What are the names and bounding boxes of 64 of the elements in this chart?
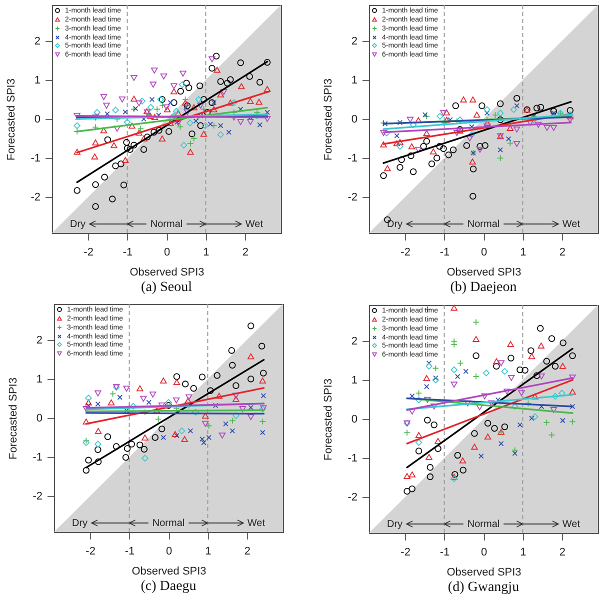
annotation: Wet [247,518,266,529]
y-tick-label: 2 [351,35,358,48]
annotation: Wet [562,219,580,230]
y-axis-title: Forecasted SPI3 [322,378,335,460]
y-tick-label: -2 [30,192,40,204]
y-tick-label: 0 [351,414,358,426]
y-tick-label: 1 [351,74,358,86]
x-tick-label: -1 [122,246,133,258]
y-tick-label: -2 [32,490,42,503]
y-tick-label: 1 [36,373,42,386]
y-tick-label: 0 [351,114,358,126]
x-tick-label: 0 [480,246,488,258]
y-tick-label: -1 [32,452,42,464]
x-tick-label: 0 [480,546,488,558]
y-axis-title: Forecasted SPI3 [322,78,335,160]
x-tick-label: 1 [203,246,210,258]
text: (d) Gwangju [448,580,520,595]
annotation: Dry [386,219,403,230]
y-tick-label: 2 [351,335,358,348]
x-tick-label: 1 [520,546,526,558]
y-tick-label: 2 [36,334,42,346]
y-tick-label: 1 [351,374,358,386]
annotation: Normal [150,219,183,230]
x-tick-label: 2 [559,546,566,558]
y-tick-label: 1 [34,74,40,86]
y-tick-label: -2 [348,492,358,504]
x-tick-label: -1 [124,546,135,558]
x-tick-label: -1 [440,546,450,558]
annotation: Dry [386,519,403,530]
x-tick-label: 0 [166,546,172,558]
x-tick-label: 0 [164,246,170,258]
annotation: Wet [245,219,264,230]
text: (a) Seoul [141,280,192,295]
x-tick-label: 1 [520,246,526,258]
y-tick-label: -1 [348,452,358,465]
x-tick-label: -2 [400,246,410,258]
y-axis-title: Forecasted SPI3 [8,378,20,460]
x-tick-label: -2 [84,246,94,258]
x-axis-title: Observed SPI3 [446,566,522,578]
annotation: Normal [467,219,500,230]
x-tick-label: 1 [205,546,212,558]
x-axis-title: Observed SPI3 [130,266,204,278]
y-tick-label: 0 [36,412,42,424]
x-axis-title: Observed SPI3 [446,266,522,278]
y-tick-label: -1 [30,152,40,165]
x-tick-label: 2 [559,246,566,258]
y-tick-label: 2 [34,35,40,48]
y-tick-label: -2 [348,192,358,204]
y-axis-title: Forecasted SPI3 [6,78,18,160]
x-tick-label: 2 [242,246,248,258]
annotation: Dry [72,518,88,529]
annotation: Wet [562,519,580,530]
annotation: Normal [467,519,500,530]
x-tick-label: -2 [86,546,96,558]
x-tick-label: 2 [244,546,250,558]
annotation: Normal [152,518,185,529]
annotation: Dry [70,219,86,230]
x-tick-label: -1 [440,246,450,258]
y-tick-label: -1 [348,152,358,165]
x-axis-title: Observed SPI3 [132,566,206,578]
text: (c) Daegu [140,579,196,594]
y-tick-label: 0 [34,114,40,126]
x-tick-label: -2 [400,546,410,558]
text: (b) Daejeon [450,280,517,295]
